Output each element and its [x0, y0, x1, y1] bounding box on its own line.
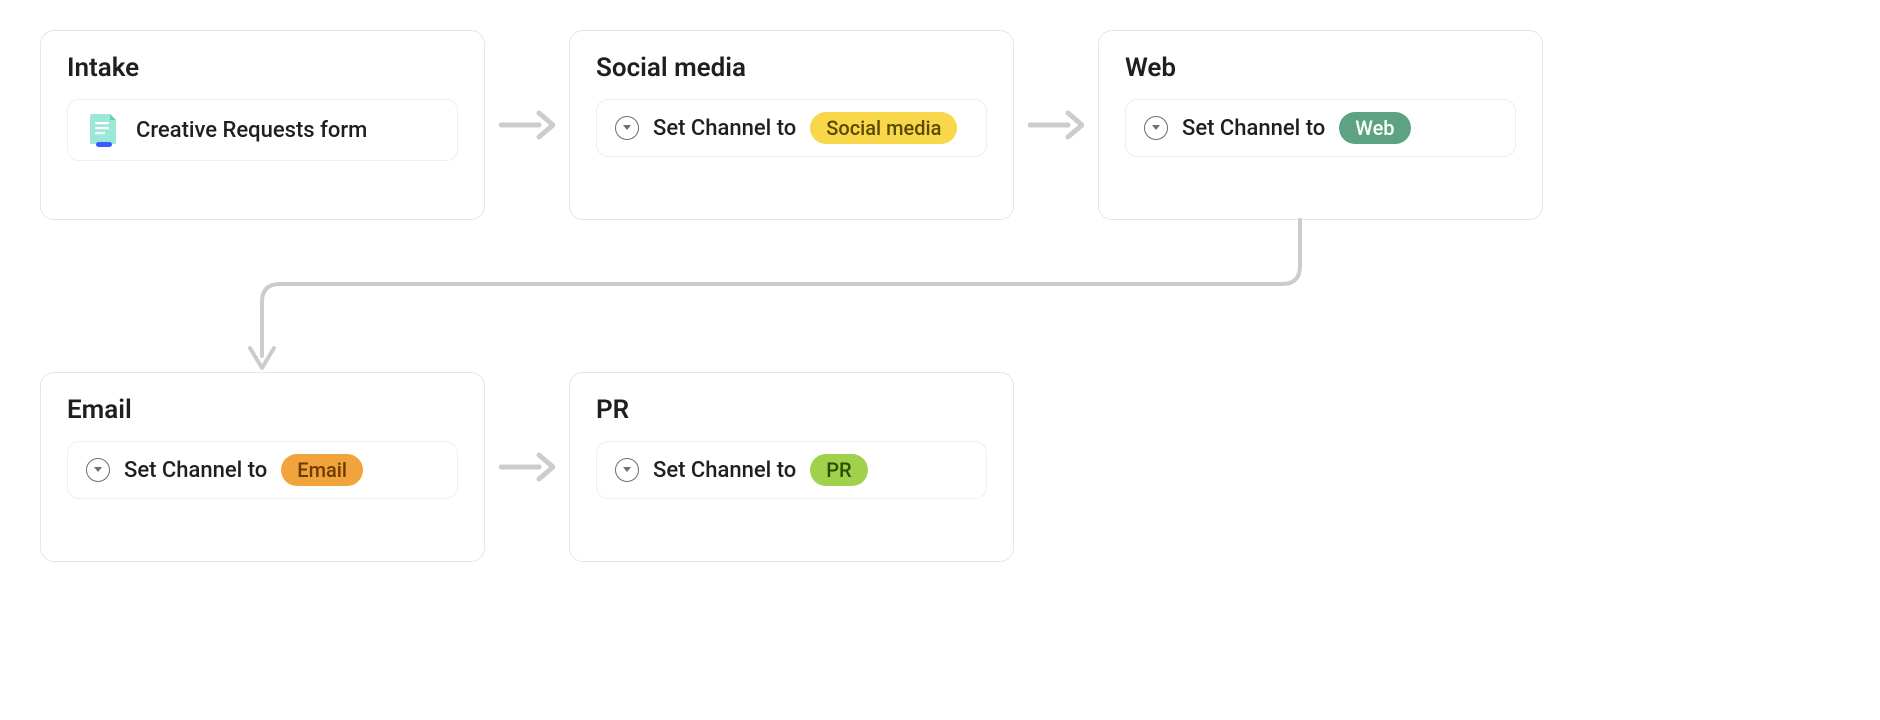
row-2: Email Set Channel to Email PR: [40, 372, 1014, 562]
card-email[interactable]: Email Set Channel to Email: [40, 372, 485, 562]
arrow-web-to-email: [0, 0, 1880, 720]
action-prefix: Set Channel to: [653, 458, 796, 483]
card-title: Email: [67, 395, 458, 425]
card-title: PR: [596, 395, 987, 425]
action-row[interactable]: Set Channel to PR: [596, 441, 987, 499]
caret-down-icon: [615, 458, 639, 482]
action-row[interactable]: Set Channel to Email: [67, 441, 458, 499]
action-prefix: Set Channel to: [124, 458, 267, 483]
arrow-email-to-pr: [485, 447, 569, 487]
card-pr[interactable]: PR Set Channel to PR: [569, 372, 1014, 562]
caret-down-icon: [86, 458, 110, 482]
channel-pill-pr: PR: [810, 454, 867, 486]
channel-pill-email: Email: [281, 454, 363, 486]
workflow-canvas: Intake Creative Requests form: [0, 0, 1880, 720]
